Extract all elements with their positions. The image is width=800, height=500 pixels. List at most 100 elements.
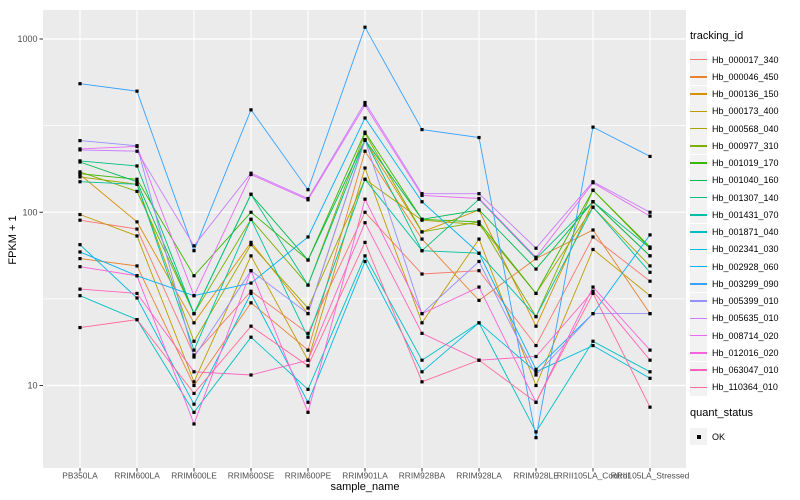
- data-point: [306, 387, 310, 391]
- legend-item-Hb_001019_170: Hb_001019_170: [690, 154, 798, 172]
- legend-key-swatch: [690, 85, 707, 103]
- data-point: [78, 250, 82, 254]
- data-point: [648, 279, 652, 283]
- legend-key-swatch: [690, 327, 707, 345]
- legend-label: Hb_063047_010: [712, 365, 779, 376]
- data-point: [135, 296, 139, 300]
- data-point: [420, 192, 424, 196]
- data-point: [534, 267, 538, 271]
- point-marker-icon: [696, 434, 701, 439]
- data-point: [192, 380, 196, 384]
- data-point: [648, 264, 652, 268]
- data-point: [192, 249, 196, 253]
- data-point: [420, 127, 424, 132]
- data-point: [534, 324, 538, 328]
- data-point: [78, 159, 82, 163]
- data-point: [420, 193, 424, 198]
- data-point: [78, 218, 82, 222]
- legend-label: Hb_012016_020: [712, 347, 779, 358]
- data-point: [192, 410, 196, 414]
- legend-key-swatch: [690, 189, 707, 207]
- data-point: [249, 210, 253, 214]
- data-point: [420, 237, 424, 241]
- data-point: [591, 125, 595, 129]
- legend-label: Hb_001871_040: [712, 227, 779, 238]
- legend-key-swatch: [690, 51, 707, 69]
- legend-line-icon: [690, 145, 707, 147]
- data-point: [363, 130, 367, 134]
- data-point: [135, 144, 139, 148]
- data-point: [477, 358, 481, 362]
- legend-label: Hb_008714_020: [712, 330, 779, 341]
- legend-line-icon: [690, 265, 707, 268]
- data-point: [78, 180, 82, 184]
- legend-item-Hb_110364_010: Hb_110364_010: [690, 378, 798, 396]
- legend-item-Hb_001871_040: Hb_001871_040: [690, 223, 798, 241]
- legend-label: Hb_000977_310: [712, 140, 779, 151]
- legend-key-swatch: [690, 378, 707, 396]
- data-point: [648, 154, 652, 159]
- legend-label: Hb_002341_030: [712, 244, 779, 255]
- data-point: [648, 370, 652, 374]
- data-point: [249, 269, 253, 273]
- data-point: [192, 422, 196, 426]
- data-point: [135, 189, 139, 193]
- data-point: [192, 312, 196, 316]
- x-tick-label: RRII105LA_Stressed: [611, 471, 690, 481]
- x-tick-label: RRIM600LE: [171, 471, 217, 481]
- data-point: [306, 235, 310, 239]
- data-point: [420, 358, 424, 362]
- data-point: [363, 221, 367, 225]
- data-point: [249, 301, 253, 305]
- legend-key-swatch: [690, 361, 707, 379]
- data-point: [78, 172, 82, 176]
- data-point: [534, 314, 538, 319]
- data-point: [363, 100, 367, 105]
- legend-item-Hb_063047_010: Hb_063047_010: [690, 361, 798, 379]
- data-point: [363, 177, 367, 181]
- data-point: [420, 321, 424, 325]
- data-point: [591, 200, 595, 204]
- data-point: [477, 220, 481, 224]
- data-point: [420, 230, 424, 234]
- data-point: [249, 335, 253, 339]
- data-point: [534, 430, 538, 434]
- data-point: [249, 172, 253, 177]
- legend-line-icon: [690, 196, 707, 199]
- data-point: [306, 410, 310, 414]
- legend-item-Hb_001307_140: Hb_001307_140: [690, 189, 798, 207]
- legend-label: Hb_110364_010: [712, 382, 778, 393]
- legend-key-swatch: [690, 154, 707, 172]
- legend-line-icon: [690, 386, 707, 389]
- data-point: [306, 335, 310, 339]
- x-tick-label: RRIM901LA: [342, 471, 388, 481]
- data-point: [477, 285, 481, 289]
- data-point: [648, 214, 652, 218]
- legend-line-icon: [690, 334, 707, 337]
- data-point: [192, 383, 196, 388]
- data-point: [477, 321, 481, 325]
- legend-item-Hb_000017_340: Hb_000017_340: [690, 51, 798, 69]
- data-point: [363, 103, 367, 107]
- data-point: [249, 291, 253, 296]
- data-point: [477, 192, 481, 196]
- data-point: [648, 294, 652, 298]
- data-point: [306, 258, 310, 262]
- legend-label-quant: OK: [712, 431, 726, 442]
- legend-key-swatch: [690, 240, 707, 258]
- data-point: [192, 370, 196, 374]
- data-point: [135, 274, 139, 278]
- legend-title-tracking-id: tracking_id: [690, 30, 744, 42]
- data-point: [534, 343, 538, 348]
- x-tick-label: RRIM600LA: [114, 471, 160, 481]
- x-tick-label: RRIM928LA: [456, 471, 502, 481]
- data-point: [477, 135, 481, 140]
- legend-key-swatch: [690, 206, 707, 224]
- data-point: [192, 294, 196, 298]
- data-point: [306, 358, 310, 362]
- data-point: [192, 353, 196, 357]
- data-point: [648, 254, 652, 258]
- data-point: [477, 196, 481, 201]
- data-point: [363, 149, 367, 153]
